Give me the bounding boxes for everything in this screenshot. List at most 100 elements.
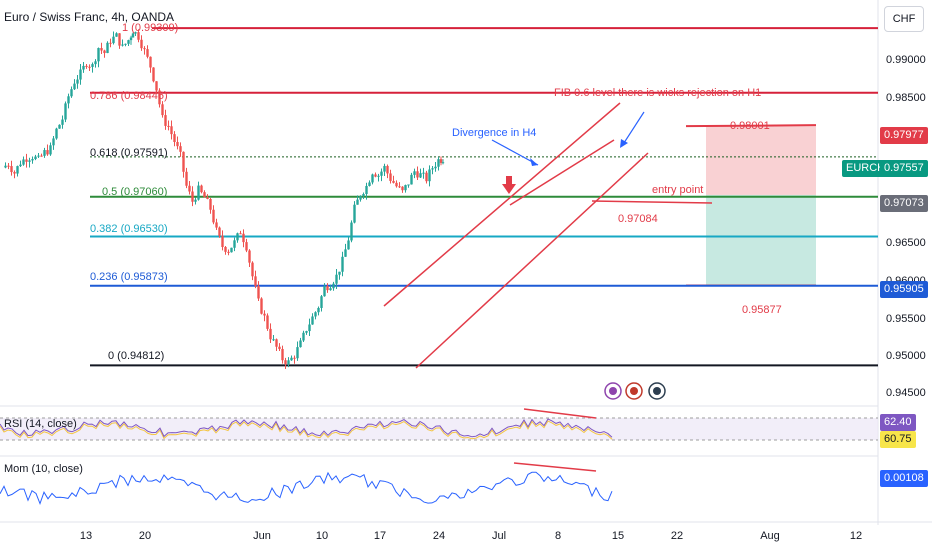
price-tick: 0.95000	[886, 350, 926, 362]
candle-body	[299, 340, 302, 348]
candle-body	[55, 128, 58, 139]
divergence-arrow-head	[530, 158, 538, 166]
rejection-arrow-head	[620, 139, 628, 148]
candle-body	[386, 165, 389, 174]
candle-body	[215, 222, 218, 228]
candle-body	[167, 125, 170, 127]
candle-body	[224, 246, 227, 252]
candle-body	[70, 89, 73, 97]
candle-body	[305, 331, 308, 333]
candle-body	[19, 164, 22, 167]
candle-body	[380, 171, 383, 176]
candle-body	[441, 162, 445, 164]
candle-body	[431, 168, 434, 170]
candle-body	[127, 40, 130, 44]
time-tick: 17	[373, 530, 387, 542]
candle-body	[233, 240, 236, 248]
candle-body	[49, 145, 52, 155]
candle-body	[383, 165, 386, 172]
candle-body	[410, 174, 413, 185]
candle-body	[13, 172, 16, 174]
candle-body	[118, 33, 121, 46]
candle-body	[260, 298, 263, 314]
time-tick: 8	[554, 530, 562, 542]
candle-body	[278, 346, 281, 349]
candle-body	[212, 209, 215, 223]
candle-body	[365, 185, 368, 194]
candle-body	[395, 182, 398, 187]
candle-body	[242, 233, 245, 243]
candle-body	[106, 42, 109, 54]
candle-body	[317, 307, 320, 313]
candle-body	[131, 33, 135, 38]
candle-body	[76, 79, 79, 84]
price-badge-gray: 0.97073	[880, 195, 928, 212]
candle-body	[281, 348, 284, 361]
candle-body	[416, 171, 419, 178]
candle-body	[85, 65, 88, 67]
candle-body	[52, 138, 55, 146]
candle-body	[124, 43, 127, 45]
candle-body	[7, 165, 10, 167]
candle-body	[218, 227, 221, 236]
signal-arrow-stem	[506, 176, 512, 184]
candle-body	[425, 172, 428, 182]
candle-body	[73, 83, 76, 90]
candle-body	[200, 185, 203, 193]
currency-button[interactable]: CHF	[884, 6, 924, 32]
event-icon-dot	[609, 387, 617, 395]
candle-body	[428, 169, 431, 182]
candle-body	[88, 66, 91, 68]
mom-divergence-line	[513, 462, 597, 472]
entry-point-annotation: entry point	[652, 184, 704, 196]
signal-arrow-head	[502, 184, 516, 194]
time-tick: 12	[849, 530, 863, 542]
candle-body	[314, 312, 317, 317]
candle-body	[368, 182, 371, 186]
candle-body	[185, 171, 188, 186]
rsi-label: RSI (14, close)	[4, 418, 77, 430]
rsi-ma-badge: 60.75	[880, 431, 916, 448]
time-tick: 20	[138, 530, 152, 542]
candle-body	[329, 288, 332, 291]
candle-body	[112, 36, 115, 44]
fib-label-05: 0.5 (0.97060)	[102, 186, 168, 198]
candle-body	[143, 48, 146, 50]
candle-body	[404, 185, 407, 191]
candle-body	[91, 64, 94, 67]
time-tick: 22	[670, 530, 684, 542]
candle-body	[28, 160, 31, 162]
divergence-annotation: Divergence in H4	[452, 127, 537, 139]
candle-body	[206, 197, 209, 199]
candle-body	[437, 159, 440, 167]
target-annotation: 0.98001	[730, 120, 770, 132]
candle-body	[335, 274, 338, 284]
candle-body	[40, 155, 43, 157]
candle-body	[371, 174, 374, 183]
candle-body	[197, 185, 200, 200]
candle-body	[134, 32, 137, 34]
candle-body	[302, 332, 305, 341]
candle-body	[338, 271, 341, 275]
channel-inner-line	[509, 139, 615, 206]
price-tick: 0.96500	[886, 237, 926, 249]
candle-body	[275, 339, 278, 347]
entry-line	[591, 200, 713, 204]
candle-body	[254, 276, 257, 286]
candle-body	[287, 360, 290, 365]
candle-body	[152, 67, 155, 82]
candle-body	[209, 198, 212, 210]
price-tick: 0.99000	[886, 54, 926, 66]
candle-body	[419, 173, 422, 178]
candle-body	[64, 103, 67, 120]
rsi-divergence-line	[523, 408, 597, 419]
candle-body	[164, 115, 167, 126]
candle-body	[221, 235, 224, 247]
fib-label-0618: 0.618 (0.97591)	[90, 147, 168, 159]
candle-body	[115, 33, 118, 37]
candle-body	[146, 49, 149, 57]
candle-body	[25, 159, 28, 162]
candle-body	[176, 142, 179, 147]
candle-body	[389, 173, 392, 181]
candle-body	[350, 222, 353, 241]
